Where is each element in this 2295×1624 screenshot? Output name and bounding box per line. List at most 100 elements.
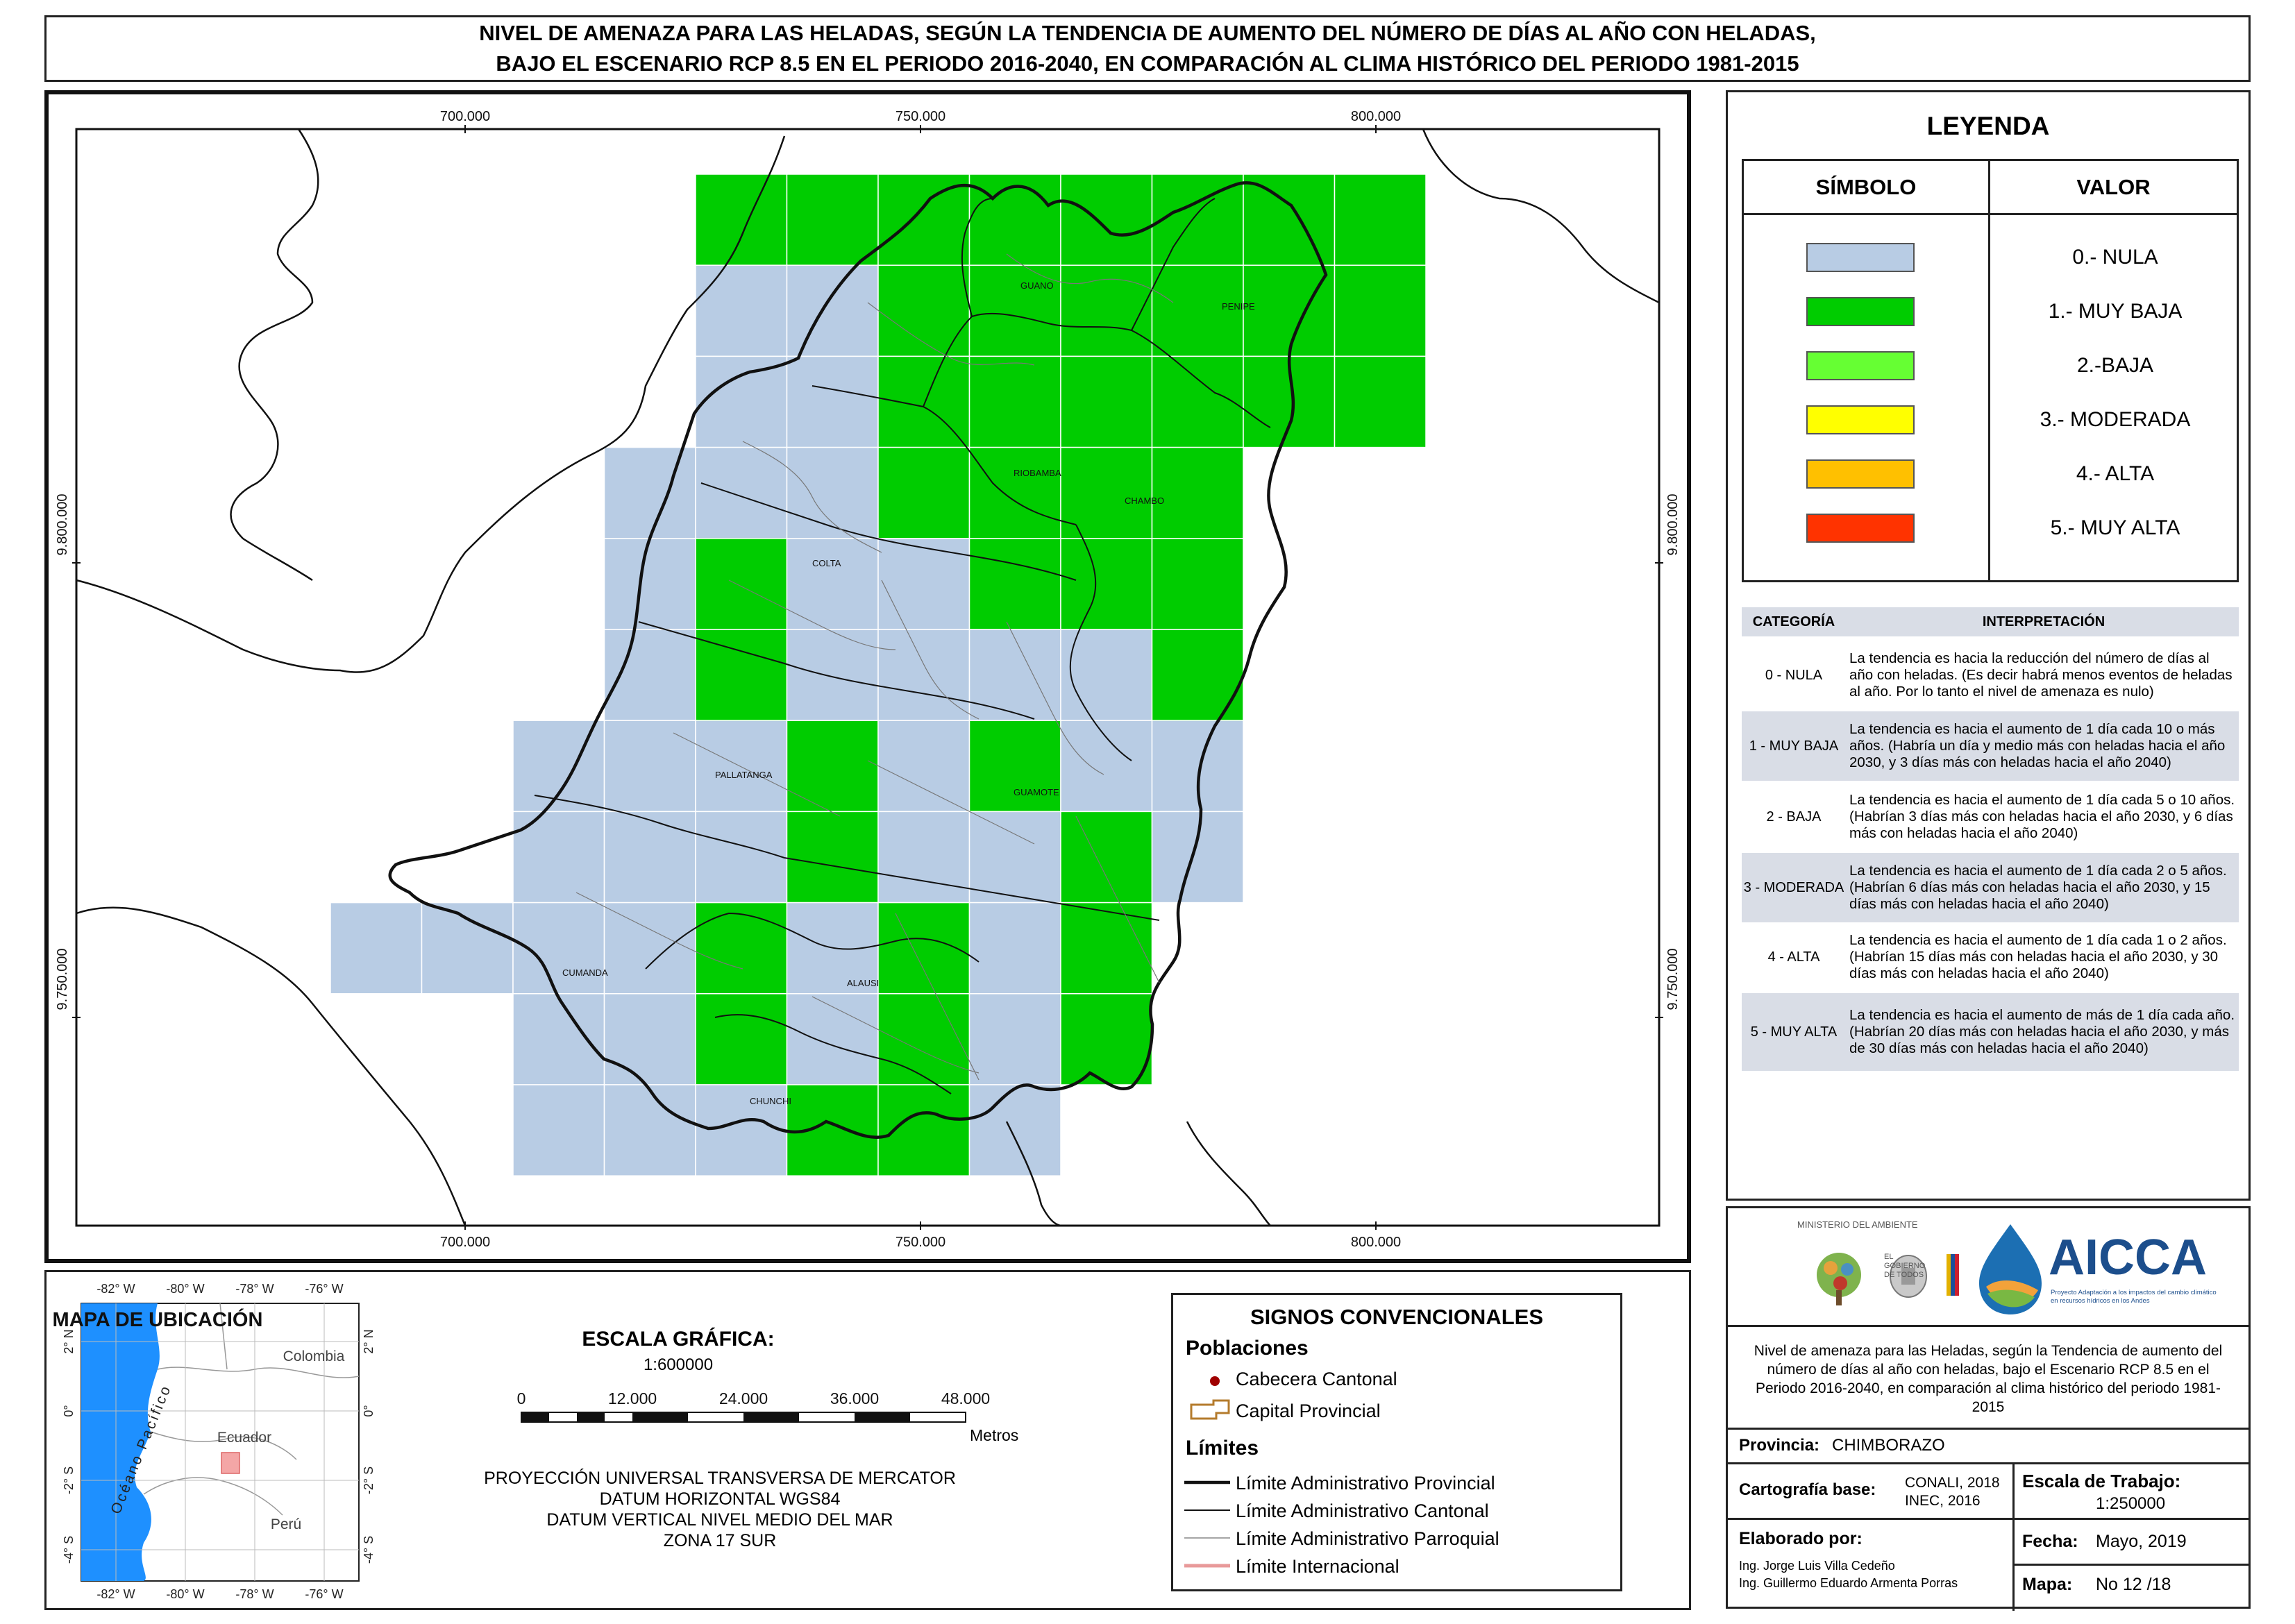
location-map-svg: -82° W -80° W -78° W -76° W -82° W -80° … bbox=[53, 1282, 376, 1601]
grid-cell-muy-baja bbox=[1243, 264, 1336, 357]
interp-text: La tendencia es hacia el aumento de 1 dí… bbox=[1849, 932, 2227, 981]
legend-swatch bbox=[1806, 514, 1915, 543]
grid-cell-nula bbox=[968, 811, 1061, 904]
grid-cell-muy-baja bbox=[968, 538, 1061, 630]
country-label: Perú bbox=[271, 1516, 301, 1532]
grid-cell-muy-baja bbox=[877, 174, 970, 266]
x-tick-top: 750.000 bbox=[896, 109, 945, 124]
projection-info: PROYECCIÓN UNIVERSAL TRANSVERSA DE MERCA… bbox=[442, 1468, 998, 1551]
grid-cell-muy-baja bbox=[1060, 264, 1153, 357]
grid-cell-nula bbox=[877, 629, 970, 721]
scale-tick: 24.000 bbox=[719, 1389, 768, 1407]
projection-line: DATUM HORIZONTAL WGS84 bbox=[599, 1489, 841, 1509]
grid-cell-muy-baja bbox=[786, 1084, 879, 1176]
grid-cell-muy-baja bbox=[1151, 355, 1244, 448]
grid-cell-nula bbox=[695, 811, 788, 904]
lon-label: -76° W bbox=[305, 1587, 343, 1601]
canton-label: GUAMOTE bbox=[1014, 787, 1059, 797]
divider bbox=[1728, 1518, 2248, 1520]
grid-cell-nula bbox=[786, 993, 879, 1085]
legend-swatch bbox=[1806, 351, 1915, 380]
divider bbox=[2012, 1462, 2015, 1611]
canton-label: CHAMBO bbox=[1125, 496, 1164, 506]
country-label: Ecuador bbox=[217, 1430, 271, 1446]
fecha-label: Fecha: bbox=[2022, 1532, 2078, 1551]
grid-cell-muy-baja bbox=[1060, 446, 1153, 539]
grid-cell-muy-baja bbox=[1151, 629, 1244, 721]
y-tick-left: 9.800.000 bbox=[55, 494, 70, 556]
interp-header: CATEGORÍA INTERPRETACIÓN bbox=[1742, 607, 2239, 636]
bottom-panel: -82° W -80° W -78° W -76° W -82° W -80° … bbox=[44, 1270, 1691, 1610]
grid-cell-muy-baja bbox=[1243, 174, 1336, 266]
map-title-line-1: NIVEL DE AMENAZA PARA LAS HELADAS, SEGÚN… bbox=[479, 21, 1816, 45]
grid-cell-nula bbox=[786, 355, 879, 448]
grid-cell-muy-baja bbox=[1334, 264, 1427, 357]
grid-cell-nula bbox=[695, 355, 788, 448]
grid-cell-nula bbox=[1060, 629, 1153, 721]
grid-cell-muy-baja bbox=[877, 264, 970, 357]
grid-cell-muy-baja bbox=[1334, 355, 1427, 448]
interp-text: La tendencia es hacia el aumento de 1 dí… bbox=[1849, 721, 2226, 770]
y-tick-right: 9.800.000 bbox=[1665, 494, 1681, 556]
legend-swatch bbox=[1806, 405, 1915, 434]
limit-label: Límite Administrativo Provincial bbox=[1236, 1473, 1495, 1494]
southeast-boundary bbox=[1186, 1121, 1271, 1226]
ecuador-seal-logo bbox=[1890, 1255, 1927, 1298]
legend-col-symbol: SÍMBOLO bbox=[1744, 161, 1990, 215]
grid-cell-muy-baja bbox=[877, 446, 970, 539]
government-logo bbox=[1947, 1254, 1959, 1296]
grid-cell-muy-baja bbox=[877, 902, 970, 995]
limits-title: Límites bbox=[1186, 1437, 1259, 1460]
lon-label: -76° W bbox=[305, 1282, 343, 1296]
legend-row: 3.- MODERADA bbox=[1744, 393, 2241, 447]
cartografia-value-1: CONALI, 2018 bbox=[1905, 1475, 2000, 1491]
parish-boundaries bbox=[575, 253, 1174, 1081]
interp-row: 1 - MUY BAJA La tendencia es hacia el aum… bbox=[1742, 711, 2239, 781]
canton-boundaries bbox=[534, 198, 1271, 1094]
grid-cell-nula bbox=[968, 1084, 1061, 1176]
grid-cell-nula bbox=[603, 993, 696, 1085]
lon-label: -78° W bbox=[235, 1282, 274, 1296]
grid-cell-nula bbox=[603, 902, 696, 995]
interp-header-cat: CATEGORÍA bbox=[1752, 614, 1835, 629]
divider bbox=[1728, 1428, 2248, 1430]
grid-cell-muy-baja bbox=[1151, 264, 1244, 357]
grid-cell-nula bbox=[786, 538, 879, 630]
grid-cell-muy-baja bbox=[968, 720, 1061, 813]
east-international-boundary bbox=[1422, 128, 1660, 304]
legend-row: 1.- MUY BAJA bbox=[1744, 285, 2241, 339]
grid-cell-nula bbox=[695, 1084, 788, 1176]
southwest-boundary bbox=[76, 906, 466, 1226]
divider bbox=[1728, 1462, 2248, 1464]
grid-cell-nula bbox=[512, 1084, 605, 1176]
grid-cell-muy-baja bbox=[695, 174, 788, 266]
grid-cell-nula bbox=[603, 446, 696, 539]
grid-cell-nula bbox=[421, 902, 514, 995]
grid-cell-muy-baja bbox=[695, 993, 788, 1085]
y-tick-left: 9.750.000 bbox=[55, 949, 70, 1010]
international-west-boundary bbox=[230, 128, 319, 582]
interp-category: 0 - NULA bbox=[1765, 668, 1823, 683]
interp-category: 2 - BAJA bbox=[1766, 809, 1822, 824]
conventional-signs: SIGNOS CONVENCIONALES Poblaciones Cabece… bbox=[1171, 1293, 1622, 1591]
coordinate-labels: 700.000 750.000 800.000 700.000 750.000 … bbox=[55, 109, 1681, 1250]
scale-tick: 48.000 bbox=[941, 1389, 990, 1407]
x-tick-bottom: 750.000 bbox=[896, 1235, 945, 1250]
lat-label: 0° bbox=[62, 1405, 76, 1416]
interp-row: 3 - MODERADA La tendencia es hacia el aum… bbox=[1742, 853, 2239, 922]
lat-label: -2° S bbox=[62, 1466, 76, 1494]
x-tick-bottom: 700.000 bbox=[440, 1235, 490, 1250]
limit-label: Límite Administrativo Parroquial bbox=[1236, 1528, 1499, 1549]
info-panel: MINISTERIO DEL AMBIENTE EL GOBIERNO DE T… bbox=[1726, 1206, 2251, 1611]
grid-cell-muy-baja bbox=[786, 174, 879, 266]
grid-cell-muy-baja bbox=[695, 629, 788, 721]
lon-label: -82° W bbox=[96, 1587, 135, 1601]
limit-symbols bbox=[1184, 1480, 1230, 1568]
x-tick-top: 800.000 bbox=[1351, 109, 1401, 124]
capital-label: Capital Provincial bbox=[1236, 1401, 1381, 1421]
legend-rows: 0.- NULA 1.- MUY BAJA 2.-BAJA 3.- MODERADA 4… bbox=[1744, 230, 2237, 577]
province-boundary bbox=[388, 181, 1328, 1139]
lon-label: -82° W bbox=[96, 1282, 135, 1296]
lon-label: -80° W bbox=[166, 1587, 204, 1601]
canton-labels: GUANO PENIPE RIOBAMBA CHAMBO COLTA PALLA… bbox=[562, 280, 1255, 1106]
